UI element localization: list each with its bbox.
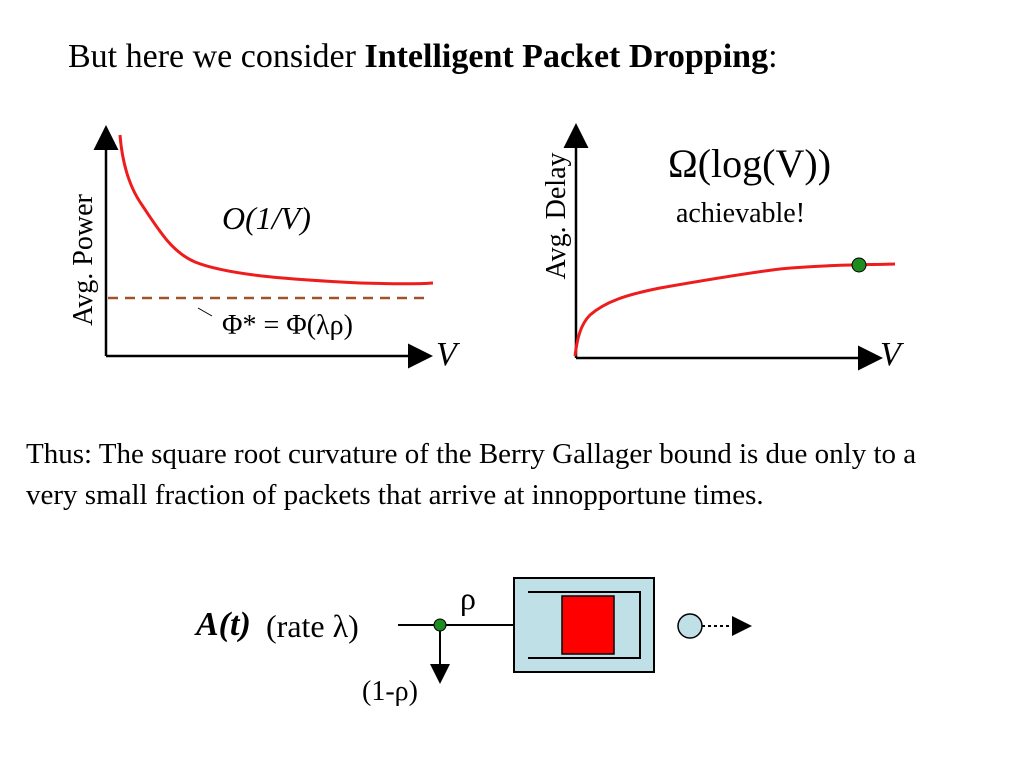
delay-bound-label: Ω(log(V)): [668, 141, 832, 186]
drop-probability-label: (1-ρ): [362, 676, 418, 707]
left-x-axis-label: V: [436, 336, 457, 373]
queue-backlog: [561, 595, 615, 655]
title-emphasis: Intelligent Packet Dropping: [364, 38, 769, 75]
left-y-axis-label: Avg. Power: [68, 194, 99, 326]
achievable-point-marker: [851, 257, 867, 273]
right-delay-curve: [573, 262, 896, 357]
title-prefix: But here we consider: [68, 38, 365, 75]
arrival-process-label: A(t): [196, 606, 251, 643]
phi-pointer: [197, 307, 213, 317]
body-paragraph: Thus: The square root curvature of the B…: [26, 438, 917, 511]
accept-probability-label: ρ: [460, 580, 476, 616]
baseline-label: Φ* = Φ(λρ): [222, 310, 353, 341]
split-point-marker: [433, 618, 447, 632]
arrival-rate-label: (rate λ): [266, 608, 359, 644]
curve-order-label: O(1/V): [222, 200, 311, 236]
left-power-curve: [118, 134, 434, 286]
title-suffix: :: [768, 38, 778, 75]
server-icon: [677, 613, 703, 639]
right-x-axis-label: V: [880, 336, 901, 373]
queue-buffer-outline: [528, 591, 641, 659]
slide-title: But here we consider Intelligent Packet …: [68, 38, 778, 76]
right-y-axis-label: Avg. Delay: [541, 152, 572, 280]
achievable-note: achievable!: [676, 198, 806, 229]
